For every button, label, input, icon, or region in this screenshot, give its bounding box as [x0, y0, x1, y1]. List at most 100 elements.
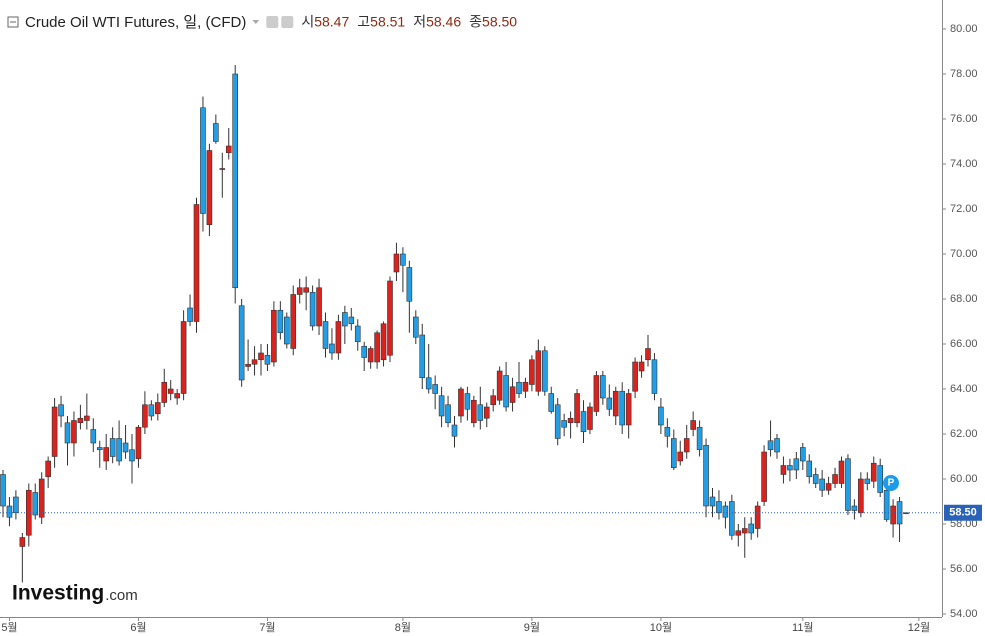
candle-body [335, 321, 342, 354]
candle-body [561, 420, 567, 428]
candle-body [761, 451, 767, 502]
candle-body [696, 426, 703, 451]
candle-body [806, 460, 813, 478]
candle-body [64, 422, 71, 444]
marker-label: P [888, 478, 895, 489]
ohlc-key: 저 [413, 14, 426, 30]
candle-body [838, 460, 845, 484]
candle-body [90, 429, 97, 444]
candle-body [587, 406, 593, 430]
ohlc-header: 시 58.47 고 58.51 저 58.46 종 58.50 [301, 14, 517, 30]
candle-body [690, 420, 696, 430]
y-tick-label: 64.00 [950, 383, 978, 395]
candle-body [496, 370, 503, 401]
ohlc-key: 시 [301, 14, 314, 30]
y-tick-label: 76.00 [950, 113, 978, 125]
x-tick-label: 12월 [908, 621, 930, 634]
ohlc-key: 종 [469, 14, 482, 30]
x-tick-label: 8월 [395, 621, 411, 634]
candle-body [135, 426, 142, 460]
candle-body [400, 253, 406, 266]
ohlc-value: 58.50 [482, 14, 517, 30]
candle-body [819, 478, 825, 491]
candle-body [206, 150, 213, 226]
candle-body [122, 442, 129, 453]
y-tick-label: 54.00 [950, 608, 978, 620]
y-tick-label: 62.00 [950, 428, 978, 440]
collapse-icon[interactable] [7, 16, 19, 28]
candle-body [387, 280, 393, 356]
candle-body [277, 309, 284, 334]
candle-body [741, 528, 748, 534]
candle-body [529, 359, 535, 385]
candle-body [670, 438, 677, 469]
candle-body [425, 377, 432, 390]
candle-body [148, 404, 155, 417]
candle-body [51, 406, 58, 457]
x-tick-label: 7월 [259, 621, 275, 634]
ohlc-key: 고 [357, 14, 370, 30]
candle-body [109, 438, 116, 457]
candle-body [793, 458, 800, 471]
candle-body [251, 359, 258, 365]
y-tick-label: 72.00 [950, 203, 978, 215]
candle-body [638, 361, 645, 372]
candle-body [870, 462, 877, 482]
candle-body [32, 492, 39, 516]
candle-body [748, 523, 755, 534]
candle-body [509, 386, 516, 403]
candle-body [477, 404, 484, 421]
candle-body [722, 505, 729, 518]
candle-body [412, 316, 419, 338]
candle-body [58, 404, 64, 417]
candle-body [84, 415, 90, 421]
candle-body [516, 381, 522, 394]
candle-body [716, 501, 722, 514]
candle-body [483, 406, 490, 419]
candle-body [548, 393, 555, 412]
candle-body [367, 348, 374, 363]
candle-body [445, 404, 451, 424]
candle-body [116, 438, 122, 462]
candle-body [606, 397, 613, 410]
candle-body [316, 287, 322, 327]
candle-body [883, 489, 890, 520]
candle-body [103, 447, 109, 462]
candle-body [419, 334, 426, 379]
candle-body [664, 426, 671, 437]
candle-body [645, 348, 651, 361]
candle-body [96, 447, 103, 451]
candle-body [161, 381, 168, 403]
candle-body [709, 496, 716, 507]
candle-body [45, 460, 51, 478]
candle-body [232, 73, 238, 289]
y-tick-label: 68.00 [950, 293, 978, 305]
logo-suffix: .com [105, 587, 138, 604]
candle-body [580, 411, 587, 433]
candle-body [432, 384, 438, 394]
dropdown-arrow [252, 20, 260, 24]
logo: Investing [12, 582, 104, 605]
candle-body [71, 420, 77, 444]
candle-body [348, 316, 355, 325]
candle-body [858, 478, 864, 514]
candle-body [155, 402, 161, 415]
candle-body [0, 474, 6, 507]
settings-icon [266, 16, 279, 28]
candle-body [812, 474, 819, 484]
candle-body [625, 393, 632, 426]
candle-body [832, 474, 838, 484]
candle-body [354, 325, 361, 343]
candle-body [825, 483, 832, 491]
candle-body [167, 388, 174, 394]
candle-body [567, 417, 574, 424]
candle-body [200, 107, 206, 214]
candle-body [129, 449, 135, 462]
ohlc-value: 58.46 [426, 14, 461, 30]
candle-body [245, 363, 251, 367]
candle-body [890, 505, 896, 525]
y-tick-label: 56.00 [950, 563, 978, 575]
candle-body [19, 537, 26, 547]
candle-body [632, 361, 638, 392]
candle-body [283, 316, 290, 345]
